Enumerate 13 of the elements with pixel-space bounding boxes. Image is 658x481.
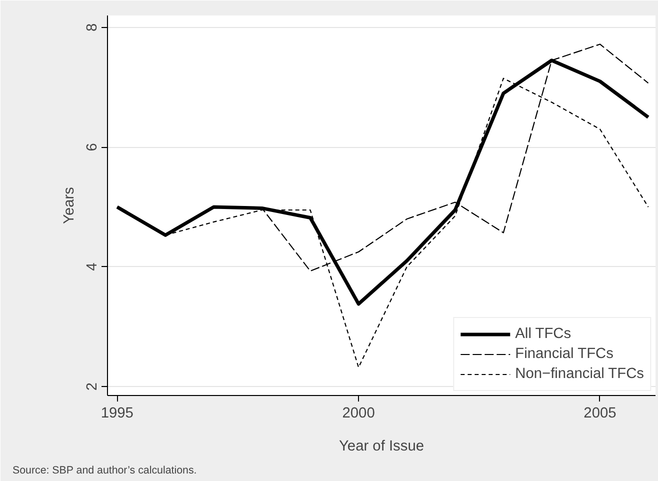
- x-tick-label: 1995: [100, 406, 134, 422]
- y-tick-label: 6: [84, 143, 100, 152]
- x-axis-title: Year of Issue: [338, 438, 424, 454]
- source-note: Source: SBP and author’s calculations.: [12, 464, 197, 476]
- legend-label: Financial TFCs: [515, 346, 614, 362]
- legend-label: Non−financial TFCs: [515, 366, 644, 382]
- legend-label: All TFCs: [515, 326, 572, 342]
- y-axis-title: Years: [62, 187, 78, 224]
- y-tick-label: 2: [84, 382, 100, 391]
- y-tick-label: 4: [84, 262, 100, 271]
- x-tick-label: 2000: [342, 406, 375, 422]
- x-tick-label: 2005: [584, 406, 616, 422]
- y-tick-label: 8: [84, 23, 100, 32]
